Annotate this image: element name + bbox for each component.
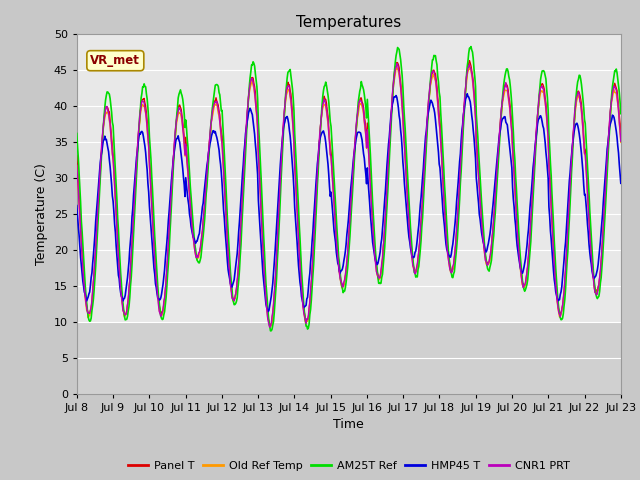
AM25T Ref bbox=[416, 255, 424, 261]
Panel T bbox=[83, 303, 90, 309]
HMP45 T bbox=[83, 298, 90, 304]
CNR1 PRT bbox=[83, 304, 90, 310]
CNR1 PRT bbox=[139, 98, 147, 104]
Old Ref Temp bbox=[467, 63, 474, 69]
Panel T bbox=[267, 323, 275, 329]
Old Ref Temp bbox=[194, 254, 202, 260]
Panel T bbox=[73, 153, 81, 159]
Line: Old Ref Temp: Old Ref Temp bbox=[77, 66, 621, 327]
Text: VR_met: VR_met bbox=[90, 54, 140, 67]
X-axis label: Time: Time bbox=[333, 418, 364, 431]
Line: HMP45 T: HMP45 T bbox=[77, 94, 621, 312]
Panel T bbox=[416, 242, 424, 248]
Panel T bbox=[194, 254, 202, 260]
CNR1 PRT bbox=[393, 61, 401, 67]
HMP45 T bbox=[617, 180, 625, 186]
Title: Temperatures: Temperatures bbox=[296, 15, 401, 30]
Y-axis label: Temperature (C): Temperature (C) bbox=[35, 163, 48, 264]
CNR1 PRT bbox=[73, 162, 81, 168]
HMP45 T bbox=[416, 212, 424, 217]
AM25T Ref bbox=[431, 53, 439, 59]
AM25T Ref bbox=[83, 300, 90, 306]
HMP45 T bbox=[264, 309, 272, 314]
Old Ref Temp bbox=[223, 224, 230, 230]
CNR1 PRT bbox=[417, 228, 424, 233]
AM25T Ref bbox=[223, 199, 230, 204]
AM25T Ref bbox=[467, 44, 475, 49]
AM25T Ref bbox=[73, 131, 81, 136]
Old Ref Temp bbox=[617, 140, 625, 145]
Old Ref Temp bbox=[73, 163, 81, 168]
AM25T Ref bbox=[194, 259, 202, 264]
CNR1 PRT bbox=[194, 254, 202, 260]
CNR1 PRT bbox=[433, 82, 440, 88]
AM25T Ref bbox=[267, 328, 275, 334]
HMP45 T bbox=[223, 247, 230, 253]
HMP45 T bbox=[431, 117, 439, 122]
AM25T Ref bbox=[139, 84, 147, 90]
Old Ref Temp bbox=[139, 102, 147, 108]
CNR1 PRT bbox=[223, 224, 230, 229]
Panel T bbox=[139, 96, 147, 102]
Legend: Panel T, Old Ref Temp, AM25T Ref, HMP45 T, CNR1 PRT: Panel T, Old Ref Temp, AM25T Ref, HMP45 … bbox=[124, 457, 574, 476]
Panel T bbox=[223, 216, 230, 222]
HMP45 T bbox=[73, 203, 81, 208]
HMP45 T bbox=[463, 91, 471, 96]
Old Ref Temp bbox=[266, 324, 273, 330]
Bar bbox=[77, 322, 621, 394]
Line: AM25T Ref: AM25T Ref bbox=[77, 47, 621, 331]
CNR1 PRT bbox=[617, 138, 625, 144]
Panel T bbox=[466, 58, 474, 63]
HMP45 T bbox=[194, 235, 202, 241]
Line: CNR1 PRT: CNR1 PRT bbox=[77, 64, 621, 327]
HMP45 T bbox=[139, 130, 147, 135]
Panel T bbox=[431, 71, 439, 77]
Line: Panel T: Panel T bbox=[77, 60, 621, 326]
Old Ref Temp bbox=[431, 78, 439, 84]
Panel T bbox=[617, 134, 625, 140]
AM25T Ref bbox=[617, 111, 625, 117]
Old Ref Temp bbox=[83, 308, 90, 313]
Old Ref Temp bbox=[416, 242, 424, 248]
CNR1 PRT bbox=[266, 324, 273, 330]
